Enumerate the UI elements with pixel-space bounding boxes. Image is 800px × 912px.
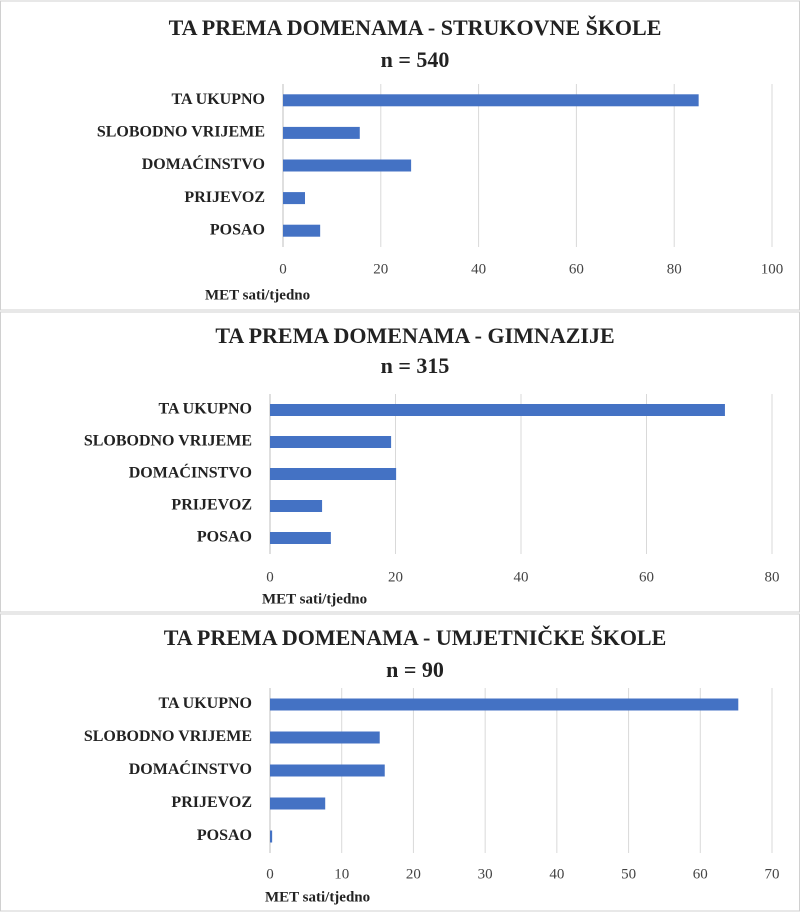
bar (283, 126, 360, 139)
bar (270, 532, 331, 544)
bar (270, 731, 380, 744)
bar (270, 698, 739, 711)
category-label: SLOBODNO VRIJEME (84, 433, 252, 450)
category-label: POSAO (197, 827, 252, 844)
x-tick-label: 20 (373, 261, 388, 277)
x-tick-label: 60 (569, 261, 584, 277)
category-label: PRIJEVOZ (171, 794, 252, 811)
x-tick-label: 0 (266, 866, 274, 882)
chart-title: TA PREMA DOMENAMA - UMJETNIČKE ŠKOLE (164, 625, 667, 650)
x-tick-label: 40 (549, 866, 564, 882)
category-label: SLOBODNO VRIJEME (84, 728, 252, 745)
x-axis-title: MET sati/tjedno (265, 889, 370, 905)
x-tick-label: 80 (667, 261, 682, 277)
bar (270, 468, 397, 480)
category-label: DOMAĆINSTVO (129, 759, 252, 778)
bar (283, 159, 412, 172)
x-tick-label: 20 (388, 569, 403, 585)
bar (270, 404, 725, 416)
category-label: PRIJEVOZ (171, 497, 252, 514)
x-tick-label: 60 (639, 569, 654, 585)
x-tick-label: 50 (621, 866, 636, 882)
bar (270, 797, 326, 810)
bar (283, 224, 321, 237)
category-label: POSAO (210, 221, 265, 238)
category-label: SLOBODNO VRIJEME (97, 124, 265, 141)
x-tick-label: 0 (266, 569, 274, 585)
x-tick-label: 40 (471, 261, 486, 277)
chart-subtitle: n = 90 (386, 657, 444, 682)
chart-title: TA PREMA DOMENAMA - STRUKOVNE ŠKOLE (169, 15, 662, 40)
bar (270, 830, 273, 843)
x-tick-label: 80 (765, 569, 780, 585)
x-tick-label: 20 (406, 866, 421, 882)
bar (283, 94, 699, 107)
x-tick-label: 10 (334, 866, 349, 882)
category-label: PRIJEVOZ (184, 189, 265, 206)
chart-title: TA PREMA DOMENAMA - GIMNAZIJE (215, 323, 614, 348)
x-tick-label: 40 (514, 569, 529, 585)
x-axis-title: MET sati/tjedno (262, 591, 367, 607)
chart-subtitle: n = 315 (381, 353, 450, 378)
chart-subtitle: n = 540 (381, 47, 450, 72)
category-label: POSAO (197, 529, 252, 546)
x-tick-label: 0 (279, 261, 287, 277)
category-label: DOMAĆINSTVO (129, 463, 252, 482)
category-label: TA UKUPNO (159, 695, 252, 712)
category-label: TA UKUPNO (159, 401, 252, 418)
category-label: TA UKUPNO (172, 91, 265, 108)
category-label: DOMAĆINSTVO (142, 154, 265, 173)
bar (270, 500, 323, 512)
bar (270, 436, 392, 448)
x-tick-label: 30 (478, 866, 493, 882)
x-tick-label: 60 (693, 866, 708, 882)
x-tick-label: 100 (761, 261, 784, 277)
x-tick-label: 70 (765, 866, 780, 882)
bar (283, 192, 306, 205)
bar (270, 764, 385, 777)
x-axis-title: MET sati/tjedno (205, 287, 310, 303)
